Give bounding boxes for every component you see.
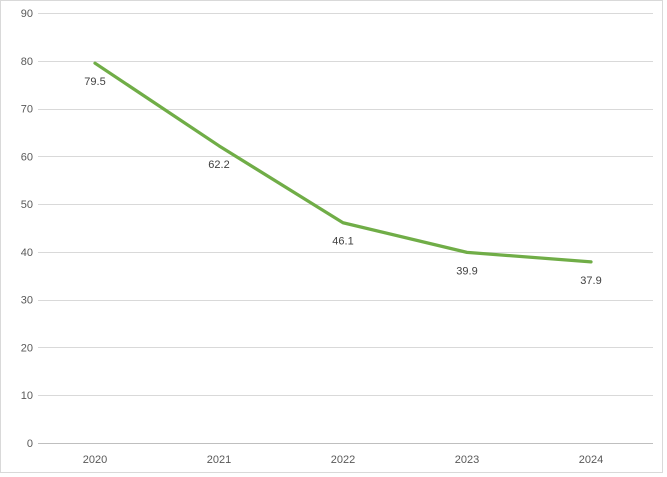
y-tick-label-40: 40	[21, 247, 33, 259]
y-tick-label-80: 80	[21, 56, 33, 68]
y-tick-label-50: 50	[21, 199, 33, 211]
y-tick-label-30: 30	[21, 295, 33, 307]
data-label-39.9: 39.9	[456, 265, 477, 277]
x-axis-label-2024: 2024	[579, 454, 603, 466]
series-line	[93, 61, 593, 264]
x-axis-label-2020: 2020	[83, 454, 107, 466]
x-axis-label-2022: 2022	[331, 454, 355, 466]
y-tick-label-60: 60	[21, 151, 33, 163]
y-tick-label-90: 90	[21, 8, 33, 20]
data-label-46.1: 46.1	[332, 236, 353, 248]
x-axis-label-2023: 2023	[455, 454, 479, 466]
data-label-79.5: 79.5	[84, 76, 105, 88]
y-tick-label-70: 70	[21, 104, 33, 116]
y-tick-label-0: 0	[27, 438, 33, 450]
y-tick-label-10: 10	[21, 390, 33, 402]
y-tick-label-20: 20	[21, 342, 33, 354]
x-axis-label-2021: 2021	[207, 454, 231, 466]
data-label-62.2: 62.2	[208, 159, 229, 171]
data-label-37.9: 37.9	[580, 275, 601, 287]
